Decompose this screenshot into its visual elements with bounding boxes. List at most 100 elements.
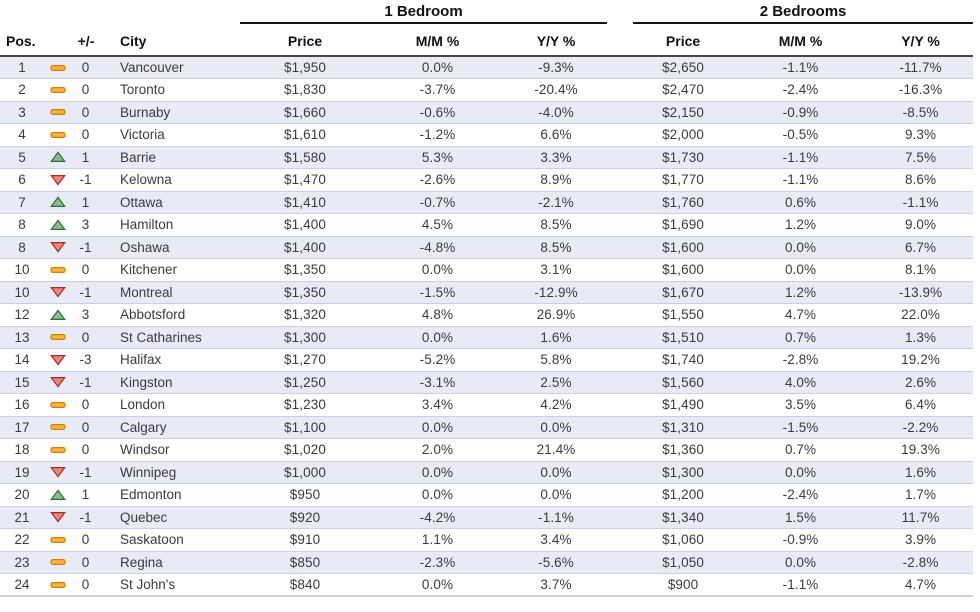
br1-price-cell: $1,320 xyxy=(240,303,370,327)
position-change-cell: 0 xyxy=(44,393,104,417)
br1-mm-cell: -0.6% xyxy=(370,101,505,124)
br1-yy-cell: -2.1% xyxy=(505,191,608,214)
table-row: 15 -1 Kingston $1,250 -3.1% 2.5% $1,560 … xyxy=(0,371,974,394)
position-cell: 8 xyxy=(0,236,44,259)
position-change-value: -1 xyxy=(79,284,92,300)
br1-mm-cell: 0.0% xyxy=(370,573,505,597)
flat-bar-icon xyxy=(50,131,66,138)
table-row: 23 0 Regina $850 -2.3% -5.6% $1,050 0.0%… xyxy=(0,551,974,574)
table-row: 20 1 Edmonton $950 0.0% 0.0% $1,200 -2.4… xyxy=(0,483,974,507)
table-row: 22 0 Saskatoon $910 1.1% 3.4% $1,060 -0.… xyxy=(0,528,974,552)
br2-yy-cell: 19.3% xyxy=(868,438,974,462)
br2-mm-cell: 0.7% xyxy=(733,438,869,462)
group-gap-cell xyxy=(607,123,634,147)
table-row: 19 -1 Winnipeg $1,000 0.0% 0.0% $1,300 0… xyxy=(0,461,974,484)
group-gap-cell xyxy=(607,191,634,214)
br1-price-cell: $1,610 xyxy=(240,123,370,147)
table-row: 8 -1 Oshawa $1,400 -4.8% 8.5% $1,600 0.0… xyxy=(0,236,974,259)
city-cell: Hamilton xyxy=(104,213,240,237)
br1-price-cell: $950 xyxy=(240,483,370,507)
br1-mm-cell: -3.1% xyxy=(370,371,505,394)
br1-mm-cell: -1.5% xyxy=(370,281,505,304)
position-change-value: 0 xyxy=(81,554,90,570)
br2-yy-cell: 9.0% xyxy=(868,213,974,237)
city-cell: Edmonton xyxy=(104,483,240,507)
br1-price-cell: $1,470 xyxy=(240,168,370,192)
br2-yy-cell: -8.5% xyxy=(868,101,974,124)
flat-bar-icon xyxy=(50,401,66,408)
br1-yy-cell: -1.1% xyxy=(505,506,608,529)
br2-price-cell: $1,360 xyxy=(633,438,734,462)
br2-yy-cell: 19.2% xyxy=(868,348,974,372)
br1-yy-cell: 8.5% xyxy=(505,213,608,237)
position-cell: 12 xyxy=(0,303,44,327)
table-row: 8 3 Hamilton $1,400 4.5% 8.5% $1,690 1.2… xyxy=(0,213,974,237)
br2-price-cell: $1,730 xyxy=(633,146,734,169)
br2-price-cell: $1,690 xyxy=(633,213,734,237)
br2-mm-cell: 1.2% xyxy=(733,281,869,304)
position-cell: 19 xyxy=(0,461,44,484)
group-gap-cell xyxy=(607,326,634,349)
br2-mm-cell: -2.4% xyxy=(733,483,869,507)
br2-mm-cell: 0.0% xyxy=(733,258,869,282)
br1-mm-cell: 2.0% xyxy=(370,438,505,462)
group-gap-cell xyxy=(607,483,634,507)
group-gap-cell xyxy=(607,213,634,237)
br1-price-cell: $1,400 xyxy=(240,236,370,259)
br1-yy-cell: 0.0% xyxy=(505,461,608,484)
br1-price-cell: $1,270 xyxy=(240,348,370,372)
br1-mm-cell: 5.3% xyxy=(370,146,505,169)
br1-price-cell: $1,830 xyxy=(240,78,370,102)
br1-price-cell: $1,000 xyxy=(240,461,370,484)
br2-mm-cell: -1.1% xyxy=(733,56,869,79)
group-gap-cell xyxy=(607,506,634,529)
br2-mm-cell: -1.1% xyxy=(733,573,869,597)
br1-mm-cell: 1.1% xyxy=(370,528,505,552)
br1-yy-cell: 0.0% xyxy=(505,416,608,439)
flat-bar-icon xyxy=(50,64,66,71)
position-cell: 15 xyxy=(0,371,44,394)
column-header-br2-price: Price xyxy=(633,23,734,57)
position-change-value: 0 xyxy=(81,532,90,548)
br1-mm-cell: 4.5% xyxy=(370,213,505,237)
city-cell: London xyxy=(104,393,240,417)
rent-report-table: 1 Bedroom 2 Bedrooms Pos. +/- City Price… xyxy=(0,0,974,597)
br2-yy-cell: 1.7% xyxy=(868,483,974,507)
group-gap-cell xyxy=(607,348,634,372)
city-cell: St John's xyxy=(104,573,240,597)
position-cell: 18 xyxy=(0,438,44,462)
position-cell: 2 xyxy=(0,78,44,102)
br2-yy-cell: -11.7% xyxy=(868,56,974,79)
br2-mm-cell: -1.1% xyxy=(733,168,869,192)
br2-mm-cell: 4.7% xyxy=(733,303,869,327)
br1-yy-cell: 2.5% xyxy=(505,371,608,394)
br1-yy-cell: 1.6% xyxy=(505,326,608,349)
position-cell: 20 xyxy=(0,483,44,507)
br2-mm-cell: -2.8% xyxy=(733,348,869,372)
br2-yy-cell: -13.9% xyxy=(868,281,974,304)
br1-mm-cell: -2.6% xyxy=(370,168,505,192)
position-cell: 4 xyxy=(0,123,44,147)
down-triangle-icon xyxy=(50,377,66,388)
position-change-value: 0 xyxy=(81,262,90,278)
position-cell: 14 xyxy=(0,348,44,372)
position-change-cell: -1 xyxy=(44,236,104,259)
position-cell: 17 xyxy=(0,416,44,439)
br2-yy-cell: 6.4% xyxy=(868,393,974,417)
flat-bar-icon xyxy=(50,424,66,431)
up-triangle-icon xyxy=(50,489,66,500)
br2-price-cell: $1,200 xyxy=(633,483,734,507)
br2-price-cell: $2,000 xyxy=(633,123,734,147)
column-header-pos: Pos. xyxy=(0,23,44,57)
position-change-value: -1 xyxy=(79,464,92,480)
city-cell: Ottawa xyxy=(104,191,240,214)
br1-yy-cell: 0.0% xyxy=(505,483,608,507)
position-change-cell: 0 xyxy=(44,551,104,574)
br2-price-cell: $1,600 xyxy=(633,258,734,282)
br2-price-cell: $1,050 xyxy=(633,551,734,574)
position-change-cell: 0 xyxy=(44,528,104,552)
position-change-cell: 0 xyxy=(44,326,104,349)
br1-price-cell: $1,400 xyxy=(240,213,370,237)
position-change-value: 0 xyxy=(81,82,90,98)
br1-mm-cell: 0.0% xyxy=(370,258,505,282)
